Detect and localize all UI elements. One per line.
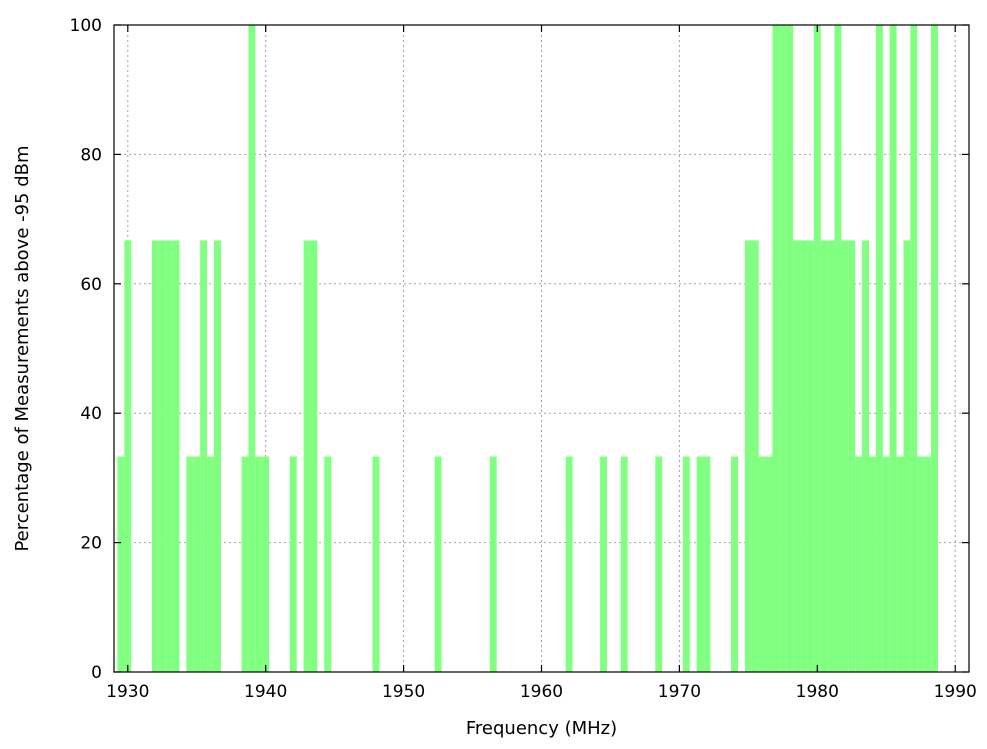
bar xyxy=(765,456,773,672)
bar xyxy=(855,456,863,672)
bar xyxy=(303,240,311,673)
bar xyxy=(248,25,256,672)
x-tick-label: 1970 xyxy=(658,682,701,702)
bar xyxy=(124,240,132,673)
axis-ticks xyxy=(114,24,969,673)
bar xyxy=(703,456,711,672)
bar xyxy=(117,456,125,672)
bar xyxy=(786,25,794,672)
bar xyxy=(820,240,828,673)
bar xyxy=(186,456,194,672)
x-axis-title: Frequency (MHz) xyxy=(466,718,617,739)
bar xyxy=(565,456,573,672)
bar xyxy=(310,240,318,673)
y-tick-label: 40 xyxy=(80,404,102,424)
bar xyxy=(289,456,297,672)
bar xyxy=(696,456,704,672)
x-tick-label: 1960 xyxy=(520,682,563,702)
bar xyxy=(813,25,821,672)
y-tick-label: 0 xyxy=(91,663,102,683)
bar xyxy=(827,240,835,673)
bar xyxy=(910,25,918,672)
bar xyxy=(165,240,173,673)
x-tick-label: 1950 xyxy=(382,682,425,702)
x-tick-label: 1930 xyxy=(106,682,149,702)
bar xyxy=(875,25,883,672)
bar xyxy=(882,456,890,672)
bar xyxy=(793,240,801,673)
bar xyxy=(889,25,897,672)
bar xyxy=(869,456,876,672)
bar xyxy=(489,456,497,672)
bar xyxy=(193,456,201,672)
y-tick-label: 20 xyxy=(80,534,102,554)
y-tick-label: 100 xyxy=(70,16,102,36)
bar xyxy=(758,456,766,672)
bar xyxy=(896,456,904,672)
x-tick-label: 1990 xyxy=(934,682,977,702)
bar xyxy=(434,456,442,672)
bar xyxy=(241,456,249,672)
x-tick-label: 1980 xyxy=(796,682,839,702)
bar xyxy=(655,456,663,672)
y-tick-label: 60 xyxy=(80,275,102,295)
bar xyxy=(372,456,380,672)
x-tick-label: 1940 xyxy=(244,682,287,702)
bar xyxy=(772,25,780,672)
bars xyxy=(117,25,938,673)
bar xyxy=(841,240,849,673)
bar xyxy=(151,240,159,673)
bar xyxy=(158,240,166,673)
bar xyxy=(903,240,911,673)
bar xyxy=(931,25,938,672)
y-tick-label: 80 xyxy=(80,145,102,165)
bar xyxy=(207,456,214,672)
bar xyxy=(848,240,856,673)
bar xyxy=(620,456,628,672)
bar xyxy=(806,240,814,673)
bar xyxy=(682,456,690,672)
bar xyxy=(924,456,932,672)
bar xyxy=(731,456,739,672)
bar xyxy=(834,25,842,672)
bar xyxy=(862,240,870,673)
bar xyxy=(800,240,807,673)
bar xyxy=(751,240,759,673)
bar xyxy=(200,240,208,673)
tick-labels: 1930 1940 1950 1960 1970 1980 1990 0 20 40 60 80 100 xyxy=(70,16,977,702)
bar xyxy=(262,456,270,672)
bar xyxy=(600,456,608,672)
y-axis-title: Percentage of Measurements above -95 dBm xyxy=(12,145,33,551)
bar xyxy=(744,240,752,673)
bar xyxy=(172,240,180,673)
bar xyxy=(779,25,787,672)
bar xyxy=(255,456,263,672)
bar xyxy=(213,240,221,673)
bar xyxy=(324,456,332,672)
bar xyxy=(917,456,925,672)
